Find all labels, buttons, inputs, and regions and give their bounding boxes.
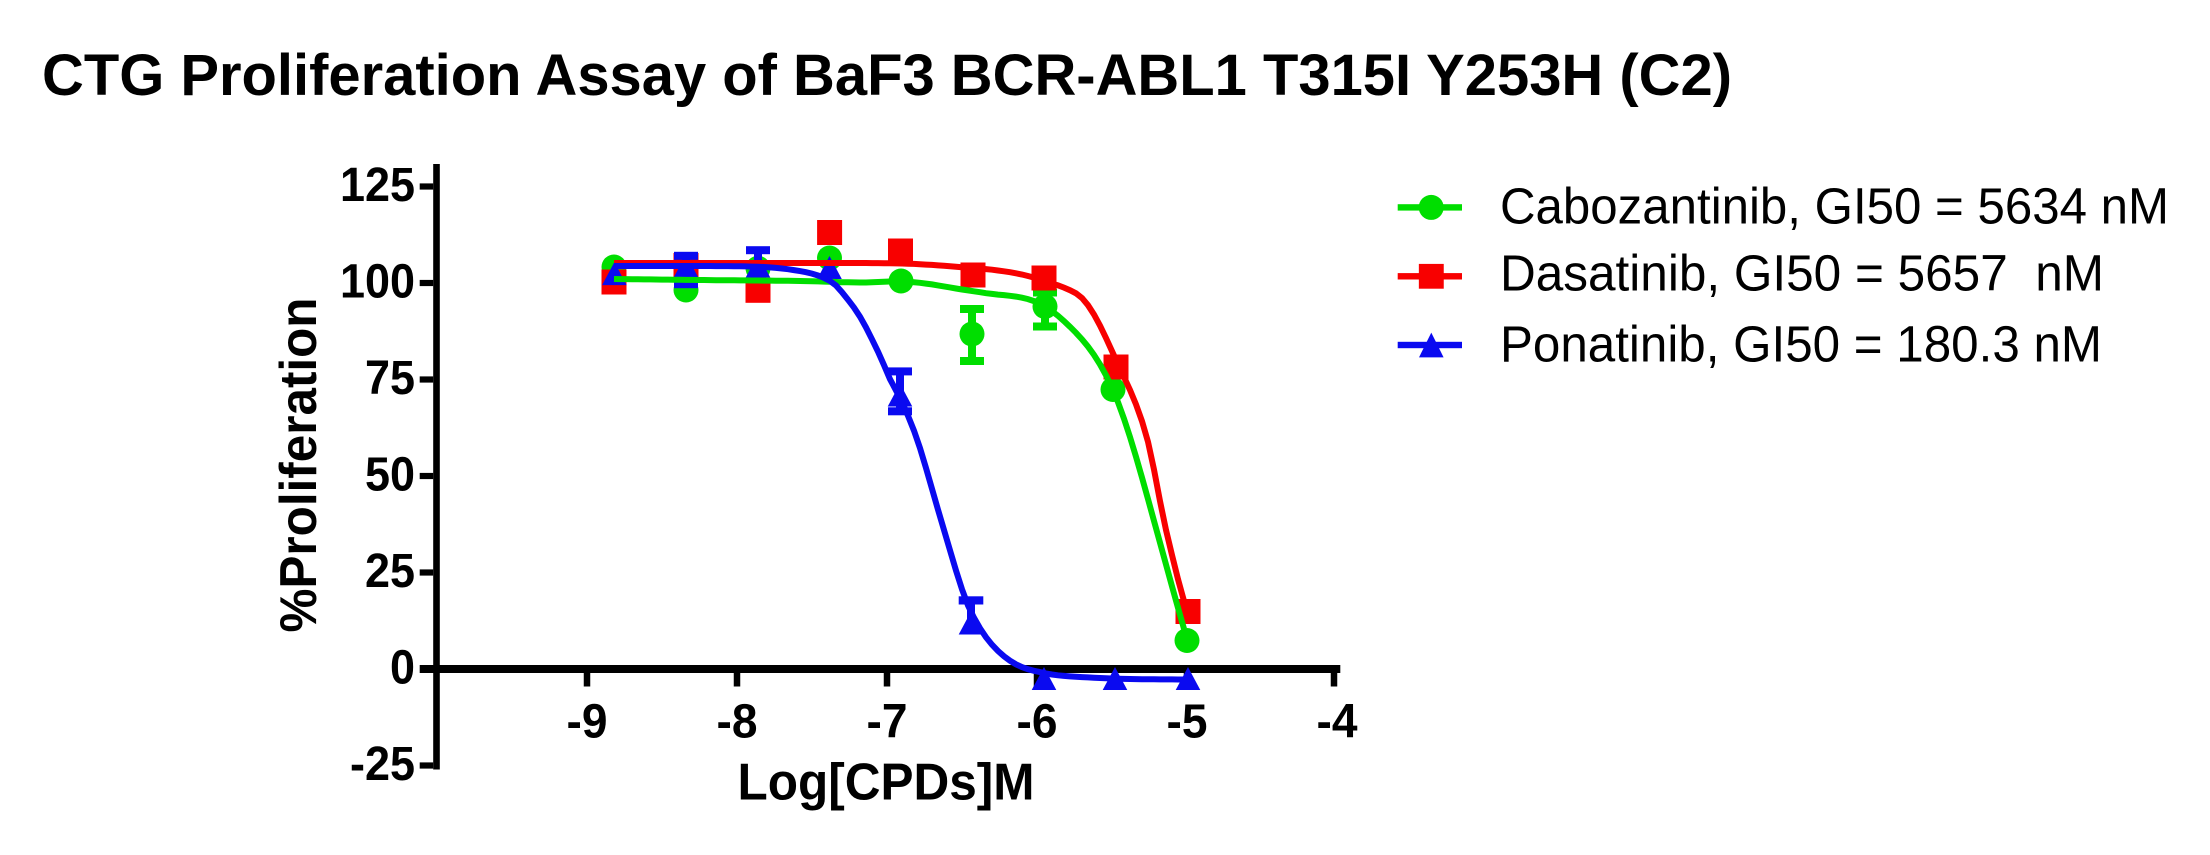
svg-text:Ponatinib, GI50 = 180.3 nM: Ponatinib, GI50 = 180.3 nM (1500, 316, 2102, 373)
svg-text:50: 50 (365, 449, 415, 502)
svg-text:75: 75 (365, 352, 415, 405)
svg-text:-5: -5 (1167, 696, 1208, 749)
svg-text:Log[CPDs]M: Log[CPDs]M (738, 754, 1035, 812)
svg-text:-8: -8 (717, 696, 758, 749)
svg-text:-6: -6 (1017, 696, 1058, 749)
svg-text:0: 0 (390, 642, 415, 695)
svg-text:CTG Proliferation Assay of BaF: CTG Proliferation Assay of BaF3 BCR-ABL1… (42, 43, 1732, 108)
svg-text:-25: -25 (350, 738, 415, 791)
svg-text:-4: -4 (1317, 696, 1358, 749)
svg-text:125: 125 (340, 159, 415, 212)
svg-text:%Proliferation: %Proliferation (270, 298, 328, 633)
svg-text:Cabozantinib, GI50 = 5634 nM: Cabozantinib, GI50 = 5634 nM (1500, 178, 2169, 235)
svg-text:-9: -9 (567, 696, 608, 749)
svg-text:Dasatinib, GI50 = 5657 nM: Dasatinib, GI50 = 5657 nM (1500, 245, 2104, 302)
svg-text:-7: -7 (867, 696, 908, 749)
svg-text:25: 25 (365, 545, 415, 598)
svg-text:100: 100 (340, 256, 415, 309)
